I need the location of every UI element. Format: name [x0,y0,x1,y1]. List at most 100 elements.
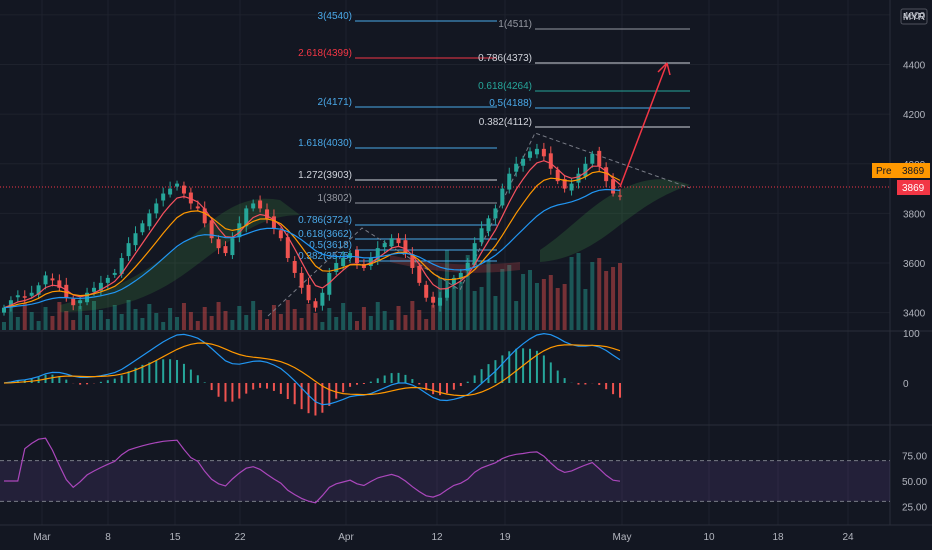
candle-body [78,300,83,304]
candle-body [514,163,519,172]
volume-bar [168,308,173,330]
volume-bar [403,315,408,330]
volume-bar [91,301,96,330]
volume-bar [258,310,263,330]
price-axis[interactable]: 4600440042004000380036003400100075.0050.… [902,11,927,514]
volume-bar [604,271,609,330]
time-axis[interactable]: Mar 8 15 22 Apr 12 19 May 10 18 24 [33,532,854,543]
candle-body [230,238,235,256]
volume-bar [278,314,283,330]
fib-level-label: 0.382(3575) [298,251,352,262]
candle-body [479,228,484,243]
volume-bar [569,257,574,330]
time-tick-label: 12 [431,532,443,543]
candle-body [521,158,526,166]
candle-body [98,282,103,291]
candle-body [161,193,166,201]
volume-bar [361,307,366,330]
candle-body [424,284,429,298]
fib-level-label: 0.786(4373) [478,53,532,64]
candle-body [348,253,353,259]
volume-bar [507,265,512,330]
candle-body [202,208,207,224]
moving-averages [3,160,621,309]
candle-body [292,261,297,273]
rsi-tick-label: 50.00 [902,477,927,488]
price-tick-label: 3600 [903,259,926,270]
candle-body [57,280,62,288]
candle-body [237,223,242,238]
volume-bar [389,320,394,330]
candle-body [168,188,173,195]
candle-body [611,179,616,194]
time-tick-label: 18 [772,532,784,543]
price-tick-label: 4200 [903,110,926,121]
rsi-tick-label: 25.00 [902,503,927,514]
candle-body [313,301,318,308]
candle-body [334,263,339,272]
candle-body [548,153,553,169]
candle-body [534,148,539,155]
candle-body [71,298,76,306]
candle-body [458,272,463,279]
candle-body [604,167,609,182]
candle-body [541,148,546,157]
volume-bar [576,253,581,330]
candle-body [8,300,13,308]
volume-bar [541,279,546,330]
candle-body [278,230,283,239]
candle-body [431,296,436,303]
volume-bar [50,316,55,330]
candle-body [251,203,256,209]
volume-bar [98,310,103,330]
volume-bar [271,305,276,330]
fib-level-label: 0.5(3618) [309,240,352,251]
volume-bar [417,310,422,330]
candle-body [451,277,456,285]
volume-bar [230,320,235,330]
candle-body [368,258,373,266]
volume-bar [341,303,346,330]
currency-badge[interactable]: MYR [903,12,925,23]
volume-bar [555,288,560,330]
last-price-value: 3869 [902,183,925,194]
volume-bar [78,306,83,330]
volume-bar [327,308,332,330]
fib-level-label: 0.786(3724) [298,215,352,226]
fib-level-label: 2(4171) [318,97,352,108]
pre-market-label: Pre [876,166,892,177]
volume-bar [112,305,117,330]
candle-body [375,248,380,261]
candle-body [209,220,214,239]
candle-body [320,292,325,306]
volume-bar [71,320,76,330]
price-tick-label: 4400 [903,61,926,72]
ema-line [3,160,621,309]
price-tick-label: 4600 [903,11,926,22]
candle-body [597,150,602,167]
time-tick-label: 19 [499,532,511,543]
candle-body [306,284,311,301]
macd-tick-label: 100 [903,329,920,340]
volume-bar [64,311,69,330]
time-tick-label: 10 [703,532,715,543]
volume-bar [382,311,387,330]
candle-body [576,173,581,183]
fib-level-label: 0.382(4112) [479,117,532,128]
candle-body [29,292,34,296]
volume-bar [216,302,221,330]
fib-level-label: 3(4540) [318,11,352,22]
volume-bar [611,267,616,330]
candle-body [140,223,145,233]
candle-body [493,208,498,219]
chart-grid [0,0,932,526]
candle-body [285,237,290,259]
volume-bar [313,313,318,330]
candle-body [361,264,366,268]
price-tick-label: 3400 [903,309,926,320]
candle-body [22,296,27,298]
candle-body [126,243,131,257]
fib-level-label: 1.618(4030) [298,138,352,149]
volume-bar [375,302,380,330]
